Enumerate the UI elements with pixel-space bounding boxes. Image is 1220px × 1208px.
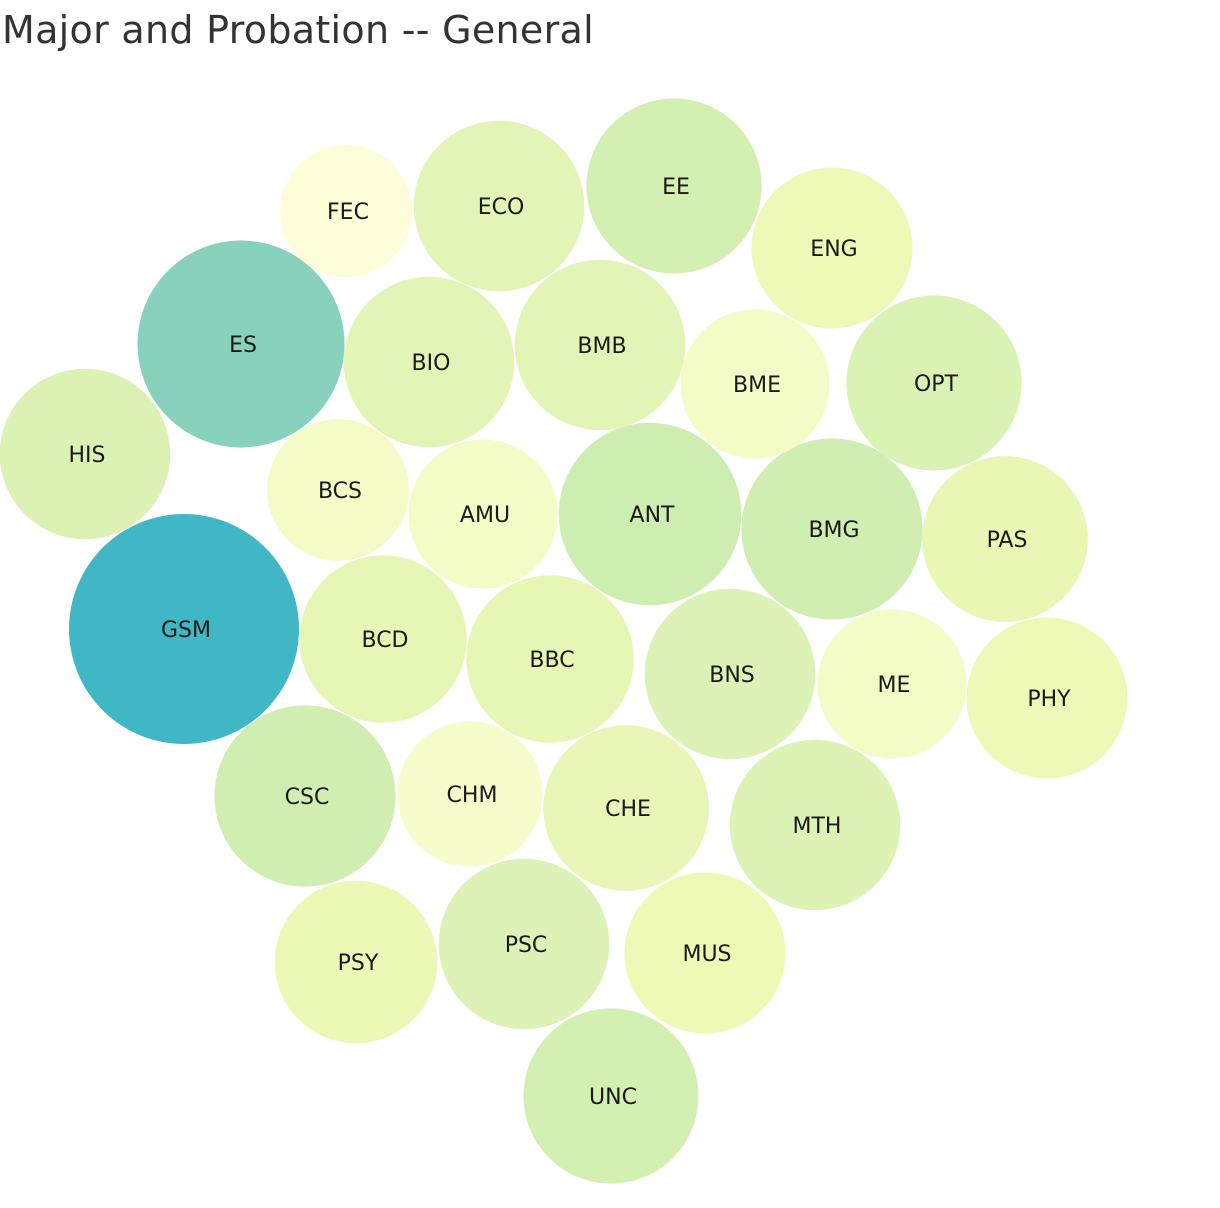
bubble-label-bbc: BBC [529,648,574,673]
bubble-circle-mth[interactable] [729,739,901,911]
bubble-eng[interactable]: ENG [751,167,913,329]
bubble-circle-bbc[interactable] [466,575,634,743]
bubble-label-fec: FEC [327,200,369,225]
bubble-circle-es[interactable] [137,240,345,448]
bubble-opt[interactable]: OPT [846,295,1022,471]
bubble-label-mus: MUS [682,942,731,967]
bubble-psy[interactable]: PSY [274,880,438,1044]
bubble-label-ant: ANT [630,503,676,528]
bubble-label-opt: OPT [914,372,959,397]
bubble-ee[interactable]: EE [586,98,762,274]
bubble-circle-psy[interactable] [274,880,438,1044]
bubble-pas[interactable]: PAS [922,456,1088,622]
bubble-circle-pas[interactable] [922,456,1088,622]
bubble-label-eng: ENG [810,237,857,262]
bubble-bmg[interactable]: BMG [741,438,923,620]
bubble-label-csc: CSC [285,785,330,810]
bubble-bbc[interactable]: BBC [466,575,634,743]
bubble-circle-bio[interactable] [343,276,515,448]
bubble-circle-amu[interactable] [408,439,558,589]
bubble-me[interactable]: ME [817,609,967,759]
bubble-label-eco: ECO [478,195,525,220]
bubble-eco[interactable]: ECO [413,120,585,292]
bubble-circle-eng[interactable] [751,167,913,329]
bubble-circle-psc[interactable] [438,858,610,1030]
bubble-circle-bcd[interactable] [299,555,467,723]
bubble-label-bmb: BMB [577,334,626,359]
bubble-chm[interactable]: CHM [397,721,543,867]
bubble-label-bns: BNS [709,663,755,688]
bubble-circle-me[interactable] [817,609,967,759]
bubble-circle-ee[interactable] [586,98,762,274]
bubble-circle-bcs[interactable] [267,419,409,561]
bubble-circle-bmb[interactable] [514,259,686,431]
bubble-circle-csc[interactable] [214,705,396,887]
bubble-label-gsm: GSM [161,618,211,643]
bubble-circle-his[interactable] [0,368,171,540]
bubble-bcd[interactable]: BCD [299,555,467,723]
bubble-label-psy: PSY [338,951,379,976]
bubble-circle-unc[interactable] [523,1008,699,1184]
bubble-es[interactable]: ES [137,240,345,448]
bubble-label-amu: AMU [460,503,510,528]
bubble-circle-phy[interactable] [966,617,1128,779]
bubble-label-bmg: BMG [808,518,859,543]
bubble-label-mth: MTH [793,814,842,839]
bubble-circle-eco[interactable] [413,120,585,292]
bubble-circle-bns[interactable] [644,588,816,760]
bubble-bme[interactable]: BME [680,309,830,459]
bubble-ant[interactable]: ANT [558,422,742,606]
bubble-label-phy: PHY [1027,687,1071,712]
bubble-psc[interactable]: PSC [438,858,610,1030]
bubble-amu[interactable]: AMU [408,439,558,589]
bubble-bmb[interactable]: BMB [514,259,686,431]
chart-title: Major and Probation -- General [2,8,594,52]
bubble-fec[interactable]: FEC [279,144,413,278]
bubble-his[interactable]: HIS [0,368,171,540]
bubble-mus[interactable]: MUS [624,872,786,1034]
bubble-label-bme: BME [733,373,781,398]
bubble-circle-chm[interactable] [397,721,543,867]
bubble-bns[interactable]: BNS [644,588,816,760]
bubble-bio[interactable]: BIO [343,276,515,448]
bubble-circle-ant[interactable] [558,422,742,606]
bubble-unc[interactable]: UNC [523,1008,699,1184]
bubble-label-his: HIS [69,443,106,468]
bubble-label-es: ES [229,333,257,358]
bubble-label-pas: PAS [987,528,1028,553]
bubble-csc[interactable]: CSC [214,705,396,887]
bubble-bcs[interactable]: BCS [267,419,409,561]
bubble-mth[interactable]: MTH [729,739,901,911]
bubble-label-bcs: BCS [318,479,362,504]
bubble-circle-opt[interactable] [846,295,1022,471]
bubble-label-bio: BIO [412,351,451,376]
bubble-circle-che[interactable] [543,725,709,891]
bubble-label-chm: CHM [447,783,498,808]
bubble-label-bcd: BCD [361,628,408,653]
bubble-label-unc: UNC [589,1085,637,1110]
bubble-circle-bmg[interactable] [741,438,923,620]
bubble-phy[interactable]: PHY [966,617,1128,779]
bubble-label-me: ME [878,673,911,698]
bubble-label-che: CHE [605,797,651,822]
bubble-che[interactable]: CHE [543,725,709,891]
bubble-circle-gsm[interactable] [69,514,299,744]
bubble-circle-mus[interactable] [624,872,786,1034]
bubble-label-psc: PSC [505,933,548,958]
bubble-circle-bme[interactable] [680,309,830,459]
bubble-label-ee: EE [662,175,690,200]
bubble-gsm[interactable]: GSM [69,514,299,744]
bubble-circle-fec[interactable] [279,144,413,278]
